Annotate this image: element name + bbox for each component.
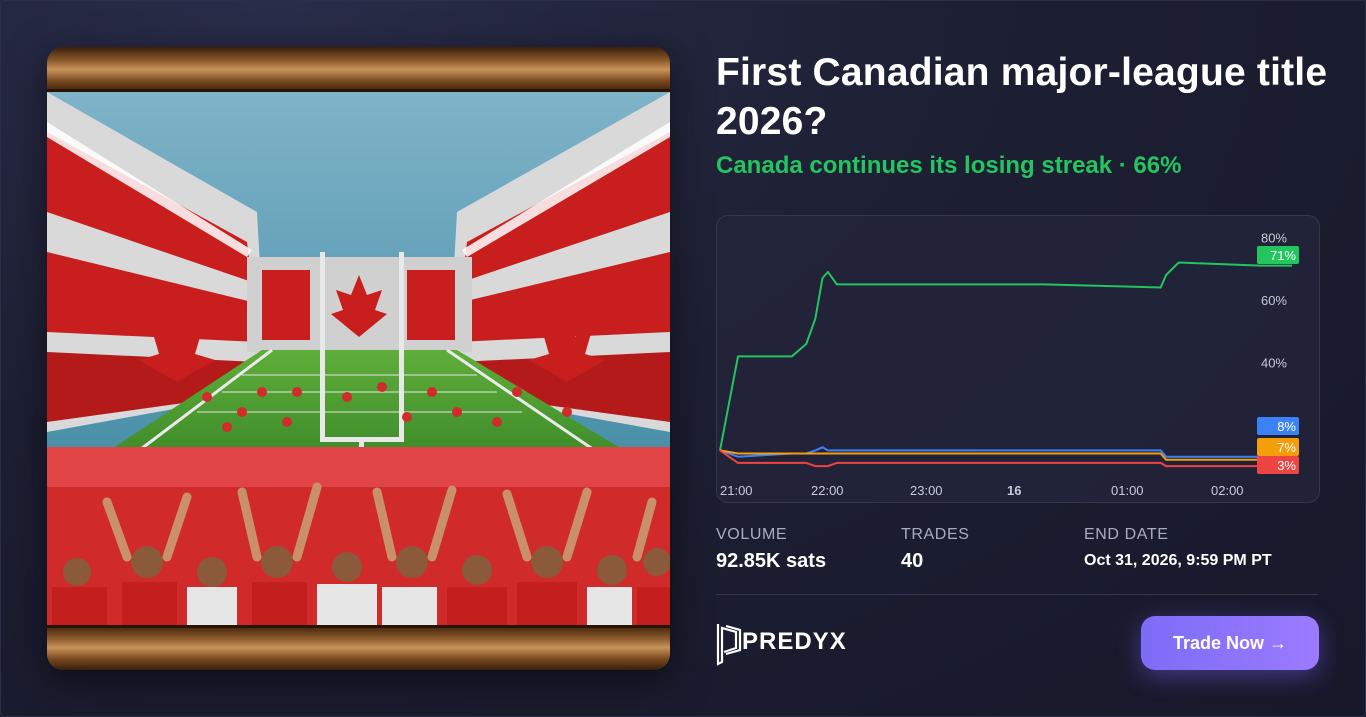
series-end-label: 7% — [1257, 438, 1299, 456]
series-end-label: 8% — [1257, 417, 1299, 435]
predyx-logo-icon — [716, 624, 742, 666]
end-date-label: END DATE — [1084, 526, 1169, 543]
frame-top-bar — [47, 47, 670, 92]
series-end-label-bg — [1257, 246, 1299, 264]
series-line — [719, 449, 1292, 468]
trade-now-button[interactable]: Trade Now → — [1141, 616, 1319, 670]
series-end-label: 71% — [1257, 246, 1299, 264]
price-chart-svg: 20%40%60%80%21:0022:0023:001601:0002:007… — [719, 230, 1299, 498]
market-image-frame — [47, 47, 670, 670]
series-end-label-text: 8% — [1277, 419, 1296, 434]
brand-name: PREDYX — [742, 628, 847, 655]
trades-label: TRADES — [901, 526, 970, 543]
volume-value: 92.85K sats — [716, 550, 827, 572]
stadium-painting-image — [47, 92, 670, 625]
brand-logo[interactable]: PREDYX — [716, 620, 876, 668]
stat-volume: VOLUME 92.85K sats — [716, 526, 826, 573]
y-tick-label: 40% — [1261, 356, 1287, 371]
x-tick-label: 22:00 — [811, 483, 844, 498]
series-end-label-text: 3% — [1277, 458, 1296, 473]
stat-end-date: END DATE Oct 31, 2026, 9:59 PM PT — [1084, 526, 1272, 570]
trades-value: 40 — [901, 550, 924, 572]
x-tick-label: 02:00 — [1211, 483, 1244, 498]
end-date-value: Oct 31, 2026, 9:59 PM PT — [1084, 552, 1272, 569]
x-tick-label: 21:00 — [720, 483, 753, 498]
series-end-label-bg — [1257, 456, 1299, 474]
volume-label: VOLUME — [716, 526, 788, 543]
series-end-label-text: 71% — [1270, 248, 1296, 263]
y-tick-label: 80% — [1261, 230, 1287, 245]
series-line — [719, 446, 1292, 458]
market-stats: VOLUME 92.85K sats TRADES 40 END DATE Oc… — [716, 526, 1318, 576]
leading-outcome: Canada continues its losing streak · 66% — [716, 152, 1182, 179]
x-tick-label: 23:00 — [910, 483, 943, 498]
market-title: First Canadian major-league title 2026? — [716, 51, 1328, 143]
x-tick-label: 16 — [1007, 483, 1021, 498]
series-end-label-bg — [1257, 417, 1299, 435]
series-end-label-bg — [1257, 438, 1299, 456]
series-line — [719, 449, 1292, 461]
y-tick-label: 60% — [1261, 293, 1287, 308]
series-line — [719, 261, 1292, 451]
x-tick-label: 01:00 — [1111, 483, 1144, 498]
series-end-label: 3% — [1257, 456, 1299, 474]
price-chart: 20%40%60%80%21:0022:0023:001601:0002:007… — [716, 215, 1320, 503]
stat-trades: TRADES 40 — [901, 526, 970, 573]
frame-bottom-bar — [47, 625, 670, 670]
divider — [716, 594, 1318, 595]
series-end-label-text: 7% — [1277, 440, 1296, 455]
